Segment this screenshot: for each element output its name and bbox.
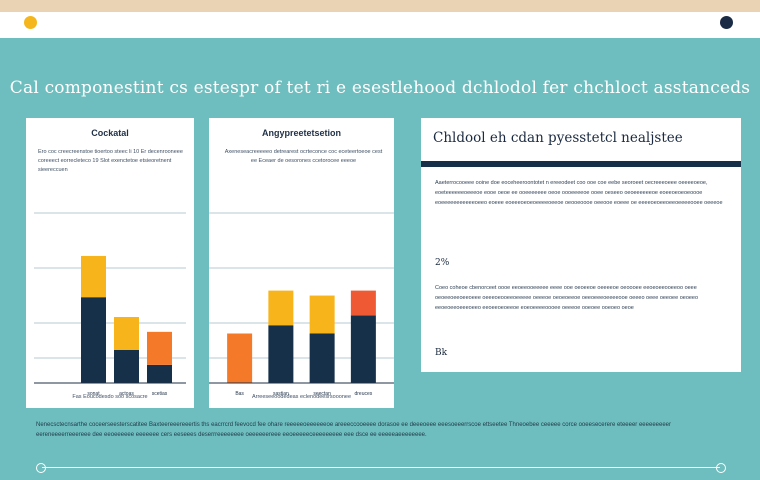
chart-footnote-left: Fas Eoucodesdo soo scosacre (72, 394, 148, 400)
panel-stat-2: Bk (435, 348, 448, 358)
bar-top-1 (81, 255, 106, 298)
panel-stat-1: 2% (435, 258, 450, 268)
bar-chart-middle: Bas sastian seectan dreuces (209, 212, 394, 397)
bar-base-2 (114, 350, 139, 383)
panel-paragraph-1: Aaeterrocooeee ooine doe eoceheeroontote… (435, 180, 723, 206)
x-tick-label: dreuces (354, 391, 372, 397)
x-tick-label: scetias (152, 391, 168, 397)
x-tick-label: sastian (273, 391, 289, 397)
bar-top-2 (309, 295, 335, 334)
text-panel: Chldool eh cdan pyesstetcl nealjstee Aae… (421, 118, 741, 372)
timeline-slider[interactable] (36, 463, 726, 473)
bar-base-3 (147, 364, 172, 383)
chart-subtitle-middle: Axeneseacreeeeeo detrearest ocrteconce c… (224, 149, 383, 164)
bar-top-1 (268, 290, 294, 326)
footer-text: Nenecsctecnsarthe coceerseesterscatitee … (36, 422, 671, 438)
bar-base-2 (309, 333, 335, 383)
x-tick-label: Bas (235, 391, 244, 397)
chart-title-left: Cockatal (91, 128, 129, 138)
yellow-dot-icon (24, 16, 37, 29)
timeline-end-handle[interactable] (716, 463, 726, 473)
x-tick-label: sonat (87, 391, 100, 397)
chart-footnote-middle: Arreeseeoodedeas eclenodeesrsooonee (251, 394, 352, 400)
bar-top-2 (114, 317, 139, 350)
panel-rule (421, 161, 741, 167)
chart-title-middle: Angypreetetsetion (261, 128, 341, 138)
timeline-start-handle[interactable] (36, 463, 46, 473)
x-tick-label: actoas (119, 391, 134, 397)
bar-base-3 (350, 315, 376, 383)
bar-chart-left: sonat actoas scetias (34, 212, 186, 397)
bar-base-0 (227, 333, 253, 383)
main-stage: Cal componestint cs estespr of tet ri e … (0, 38, 760, 480)
bar-top-3 (350, 290, 376, 316)
panel-paragraph-2: Coeo coheoe cbenorceet oooe eeoeeooeeeee… (435, 285, 699, 311)
navy-dot-icon (720, 16, 733, 29)
top-bar (0, 12, 760, 38)
page-title: Cal componestint cs estespr of tet ri e … (9, 78, 751, 98)
chart-card-left: Cockatal Ero coc creecreenstoe tioertoo … (26, 118, 194, 408)
x-tick-label: seectan (313, 391, 331, 397)
panel-title: Chldool eh cdan pyesstetcl nealjstee (433, 130, 683, 146)
bar-top-3 (147, 331, 172, 365)
chart-card-middle: Angypreetetsetion Axeneseacreeeeeo detre… (209, 118, 394, 408)
bar-base-1 (268, 325, 294, 383)
timeline-track (42, 467, 720, 468)
chart-subtitle-left: Ero coc creecreenstoe tioertoo steec li … (38, 149, 183, 173)
bar-base-1 (81, 297, 106, 383)
